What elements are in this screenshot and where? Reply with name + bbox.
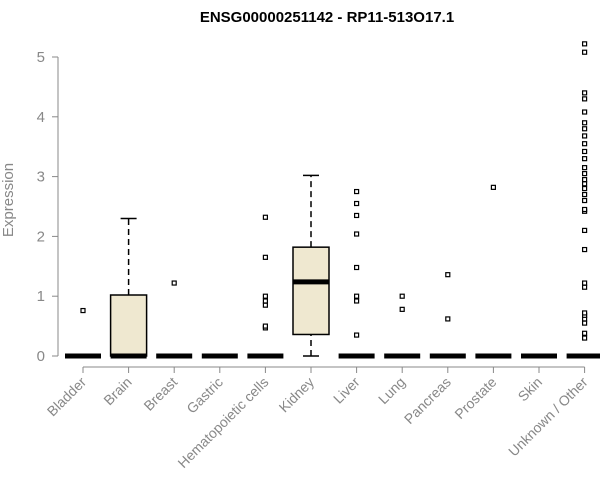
x-tick-label: Pancreas	[401, 374, 454, 427]
outlier-point	[262, 254, 268, 260]
outlier-point	[581, 126, 588, 132]
y-axis: 0 1 2 3 4 5	[37, 49, 59, 365]
plot-area	[65, 41, 600, 359]
outlier-point	[581, 90, 588, 96]
outlier-point	[490, 184, 496, 190]
x-tick-label: Skin	[515, 374, 546, 405]
outlier-point	[581, 171, 588, 177]
outlier-point	[581, 320, 588, 326]
outlier-point	[581, 280, 588, 286]
outlier-point	[581, 185, 588, 192]
outlier-point	[354, 188, 360, 195]
box-group	[338, 188, 375, 359]
x-tick-label: Breast	[140, 374, 180, 414]
outlier-point	[581, 141, 588, 147]
outlier-point	[354, 293, 360, 299]
outlier-point	[581, 41, 588, 47]
outlier-point	[399, 293, 405, 299]
outlier-point	[581, 109, 588, 115]
outlier-point	[581, 246, 588, 253]
x-tick-label: Hematopoietic cells	[174, 374, 271, 471]
outlier-point	[262, 298, 268, 304]
outlier-point	[581, 148, 588, 155]
outlier-point	[354, 200, 360, 207]
outlier-point	[354, 231, 360, 237]
outlier-point	[262, 293, 268, 299]
y-tick-label: 1	[37, 288, 45, 305]
box-group	[156, 280, 193, 359]
x-tick-label: Brain	[100, 374, 134, 408]
outlier-point	[354, 212, 360, 219]
outlier-point	[581, 206, 588, 213]
outlier-point	[262, 302, 268, 308]
outlier-point	[581, 330, 588, 336]
x-tick-label: Gastric	[183, 374, 226, 417]
outlier-point	[581, 197, 588, 204]
outlier-point	[581, 49, 588, 55]
box-group	[475, 184, 512, 359]
x-tick-label: Bladder	[44, 374, 90, 420]
x-tick-label: Lung	[375, 374, 408, 407]
outlier-point	[581, 156, 588, 162]
outlier-point	[581, 335, 588, 341]
box-group	[566, 41, 600, 359]
outlier-point	[445, 272, 451, 278]
box-group	[384, 293, 421, 359]
outlier-point	[581, 176, 588, 183]
box-group	[65, 307, 101, 359]
box-group	[429, 272, 466, 359]
chart-title: ENSG00000251142 - RP11-513O17.1	[200, 9, 454, 26]
outlier-point	[399, 306, 405, 312]
box-group	[292, 174, 330, 357]
outlier-point	[445, 316, 451, 322]
outlier-point	[171, 280, 177, 286]
y-tick-label: 2	[37, 228, 45, 245]
outlier-point	[581, 133, 588, 139]
x-tick-label: Kidney	[276, 374, 318, 416]
x-tick-label: Unknown / Other	[505, 374, 591, 460]
outlier-point	[262, 214, 268, 220]
outlier-point	[581, 284, 588, 290]
outlier-point	[80, 307, 86, 314]
y-tick-label: 0	[37, 348, 45, 365]
x-tick-label: Liver	[330, 374, 363, 407]
y-tick-label: 5	[37, 49, 45, 66]
outlier-point	[262, 323, 268, 329]
outlier-point	[581, 181, 588, 187]
y-tick-label: 4	[37, 109, 45, 126]
box-body	[109, 294, 148, 357]
y-axis-label: Expression	[0, 163, 17, 237]
outlier-point	[354, 332, 360, 338]
outlier-point	[581, 191, 588, 198]
box-body	[292, 246, 330, 336]
y-tick-label: 3	[37, 169, 45, 186]
box-group	[247, 214, 284, 359]
outlier-point	[354, 264, 360, 271]
outlier-point	[581, 310, 588, 316]
outlier-point	[354, 298, 360, 304]
outlier-point	[581, 165, 588, 171]
box-group	[109, 217, 148, 359]
x-tick-label: Prostate	[451, 374, 499, 422]
outlier-point	[581, 120, 588, 126]
outlier-point	[581, 227, 588, 234]
outlier-point	[581, 96, 588, 102]
